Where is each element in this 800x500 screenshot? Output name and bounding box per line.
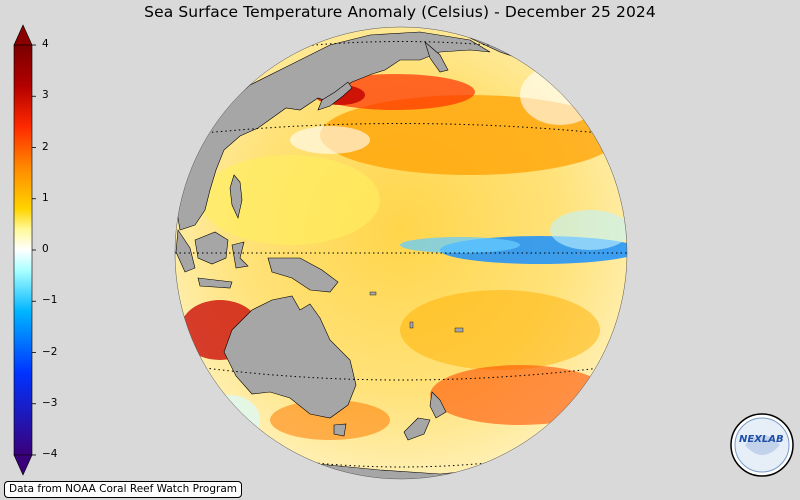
anomaly-patch-warm-pool — [200, 155, 380, 245]
map-title: Sea Surface Temperature Anomaly (Celsius… — [144, 3, 656, 21]
colorbar-tick-label: 3 — [42, 89, 49, 102]
anomaly-patch-cool-northwest — [290, 126, 370, 154]
land-fiji — [454, 327, 464, 333]
land-new-guinea — [267, 257, 339, 293]
land-sumatra — [175, 229, 196, 273]
land-kamchatka — [424, 41, 449, 73]
land-tasmania — [333, 423, 347, 437]
land-new-zealand-north — [429, 391, 447, 419]
land-borneo — [194, 231, 229, 265]
nexlab-logo — [730, 413, 794, 477]
land-new-zealand-south — [403, 417, 431, 441]
colorbar-tick-label: 2 — [42, 140, 49, 153]
land-vanuatu — [409, 321, 414, 329]
land-philippines — [229, 174, 243, 219]
anomaly-patch-south-pacific — [400, 290, 600, 370]
land-java — [197, 277, 233, 289]
land-japan — [317, 81, 353, 111]
colorbar — [13, 24, 36, 476]
colorbar-tick-label: −1 — [42, 294, 58, 307]
colorbar-gradient — [13, 44, 33, 456]
globe-outline — [174, 26, 628, 480]
colorbar-tick-label: −3 — [42, 396, 58, 409]
colorbar-tick-label: 1 — [42, 191, 49, 204]
colorbar-tick-label: −2 — [42, 345, 58, 358]
logo-text: NEXLAB — [739, 434, 784, 445]
colorbar-tick-label: 0 — [42, 243, 49, 255]
graticule-30s — [204, 367, 601, 381]
colorbar-tick-label: 4 — [42, 38, 49, 50]
globe — [174, 26, 628, 480]
colorbar-min-arrow — [13, 454, 33, 476]
land-sulawesi — [231, 241, 249, 269]
data-credit: Data from NOAA Coral Reef Watch Program — [4, 481, 242, 498]
graticule-30n — [184, 123, 621, 136]
land-solomon-islands — [369, 291, 377, 296]
anomaly-patch-equatorial-cool — [400, 237, 520, 253]
anomaly-patch-alaska — [520, 65, 600, 125]
anomaly-patch-east-cool — [550, 210, 627, 250]
land-australia — [223, 295, 357, 419]
anomaly-patch-southern-cool — [200, 395, 260, 445]
anomaly-patch-south — [270, 400, 390, 440]
colorbar-max-arrow — [13, 24, 33, 46]
colorbar-tick-label: −4 — [42, 448, 58, 460]
anomaly-patch-tasman-east — [430, 365, 610, 425]
